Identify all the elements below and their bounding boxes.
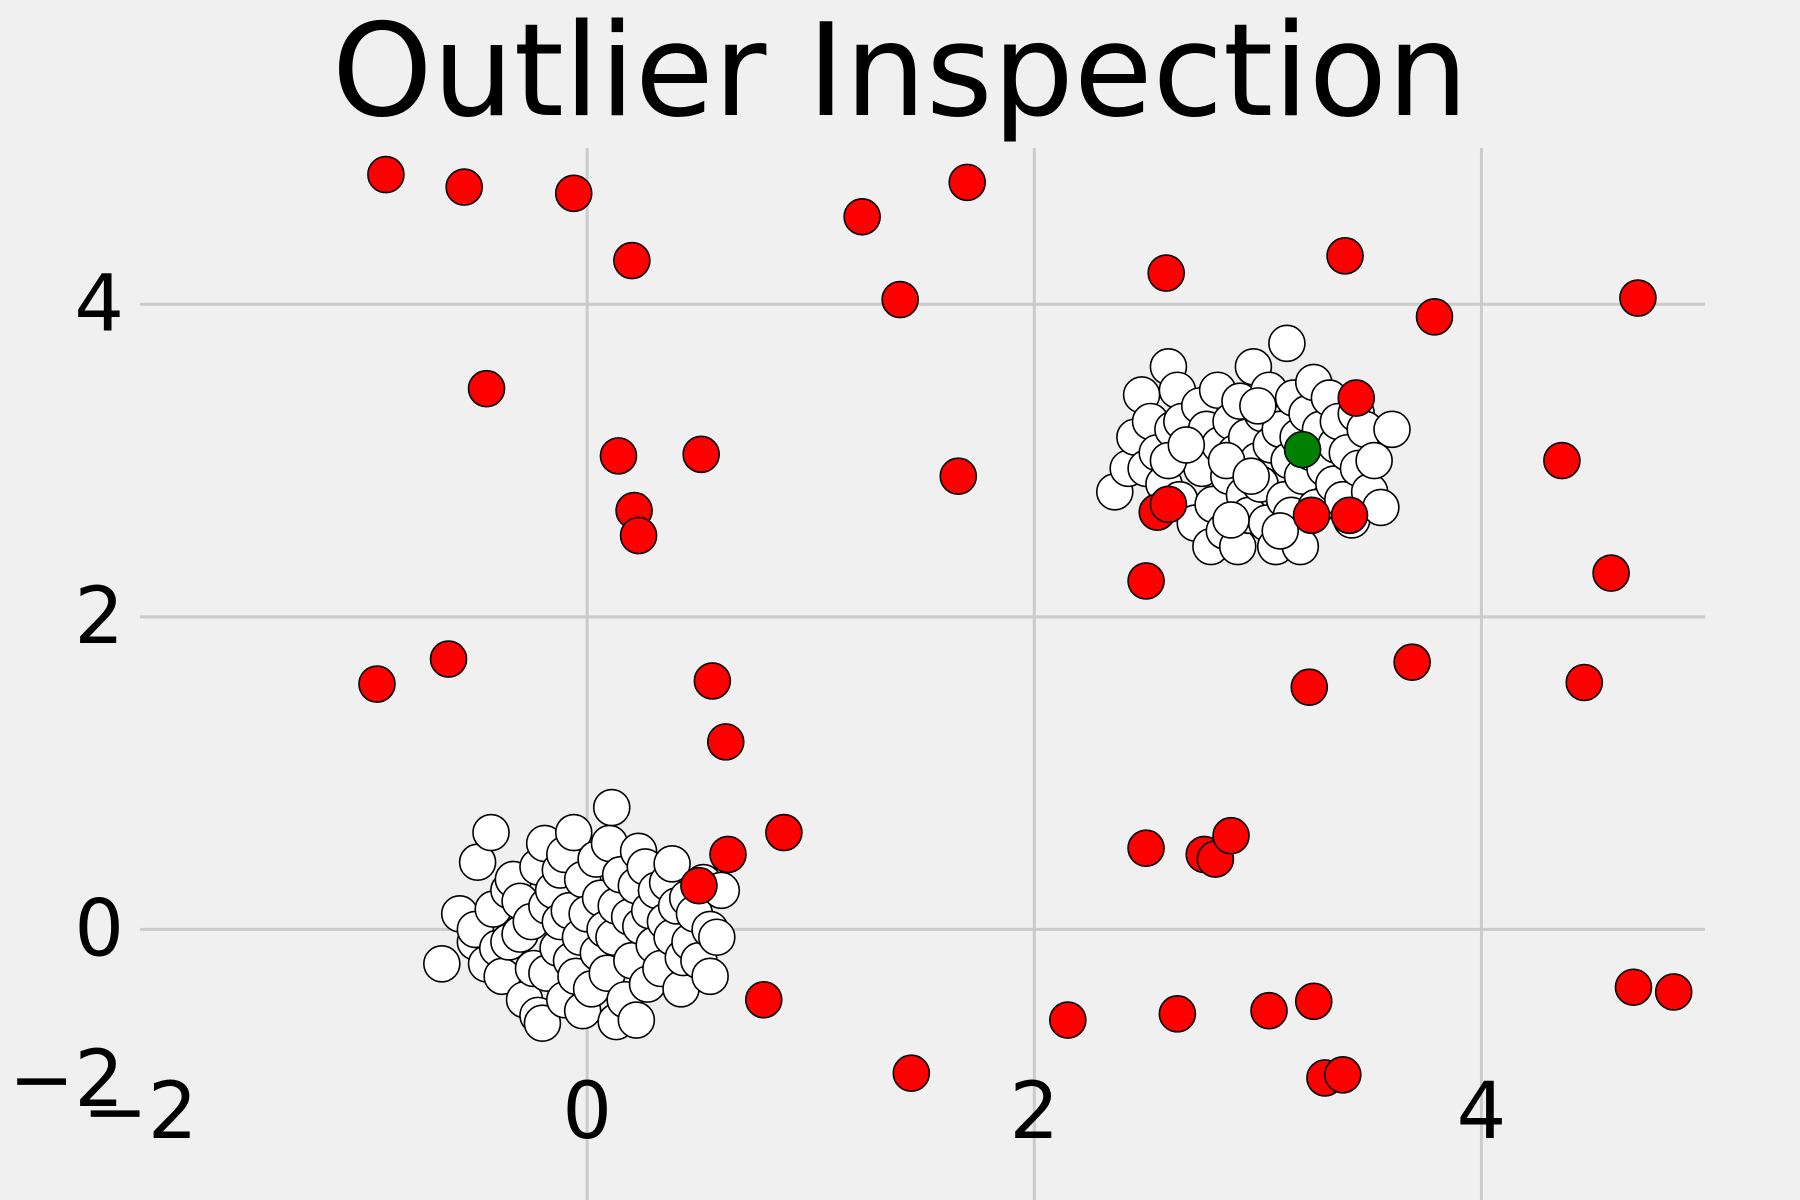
inlier-point (617, 1001, 656, 1039)
outlier-point (1158, 995, 1197, 1033)
highlight-point (1283, 430, 1322, 469)
outlier-point (1294, 982, 1333, 1021)
x-tick-label: 0 (562, 1067, 612, 1157)
inlier-point (472, 813, 510, 852)
inlier-point (1268, 324, 1306, 363)
outlier-point (892, 1054, 931, 1093)
outlier-point (693, 662, 732, 700)
x-tick-label: 4 (1457, 1067, 1507, 1157)
outlier-point (1324, 1055, 1362, 1094)
outlier-point (1415, 297, 1454, 336)
outlier-point (1337, 379, 1376, 417)
inlier-point (1232, 457, 1270, 496)
y-tick-label: 2 (74, 572, 124, 662)
outlier-point (445, 168, 483, 206)
outlier-point (843, 197, 881, 236)
chart-title: Outlier Inspection (331, 0, 1469, 146)
outlier-point (682, 435, 720, 474)
outlier-point (1619, 279, 1657, 317)
outlier-point (1292, 496, 1331, 535)
inlier-point (698, 918, 736, 957)
inlier-point (523, 1004, 562, 1043)
outlier-point (1543, 441, 1581, 480)
inlier-point (1373, 410, 1411, 449)
outlier-point (939, 457, 978, 496)
outlier-point (599, 437, 638, 475)
outlier-point (765, 813, 803, 852)
outlier-point (1330, 496, 1369, 535)
y-tick-label: 0 (74, 884, 124, 974)
outlier-point (358, 665, 396, 703)
outlier-point (709, 835, 747, 874)
outlier-point (948, 163, 987, 202)
outlier-point (1592, 554, 1630, 592)
outlier-point (1393, 643, 1431, 681)
inlier-point (1212, 501, 1250, 539)
y-tick-label: −2 (9, 1035, 124, 1125)
outlier-point (613, 241, 651, 280)
outlier-point (367, 155, 405, 194)
inlier-point (423, 945, 461, 983)
outlier-point (680, 866, 718, 905)
outlier-point (619, 516, 658, 555)
inlier-point (1362, 488, 1400, 527)
outlier-point (1212, 816, 1250, 855)
outlier-point (1149, 485, 1188, 524)
outlier-point (1127, 829, 1165, 867)
inlier-point (1261, 512, 1300, 550)
outlier-point (1565, 663, 1604, 702)
inlier-point (653, 844, 691, 883)
outlier-point (467, 369, 506, 408)
x-tick-label: 2 (1009, 1067, 1059, 1157)
inlier-point (1355, 441, 1393, 480)
outlier-point (744, 980, 783, 1019)
outlier-point (1614, 968, 1653, 1007)
outlier-point (1290, 668, 1329, 706)
outlier-point (554, 174, 593, 213)
x-tick-label: −2 (83, 1067, 198, 1157)
outlier-point (1250, 991, 1288, 1030)
outlier-point (1049, 1001, 1087, 1039)
outlier-point (881, 280, 919, 319)
outlier-point (1654, 973, 1693, 1011)
inlier-point (592, 788, 631, 827)
outlier-point (1326, 237, 1364, 275)
inlier-point (554, 813, 593, 852)
outlier-point (706, 723, 745, 761)
outlier-point (1147, 254, 1185, 292)
y-tick-label: 4 (74, 259, 124, 349)
inlier-point (1167, 426, 1206, 464)
outlier-point (1127, 562, 1165, 600)
outlier-point (429, 640, 468, 678)
inlier-point (691, 957, 729, 996)
inlier-point (1239, 387, 1277, 425)
